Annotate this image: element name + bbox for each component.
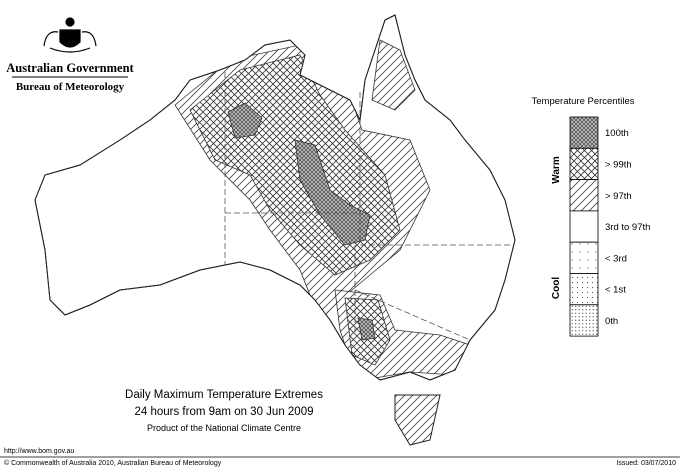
- legend-label: 3rd to 97th: [605, 222, 650, 233]
- footer-url: http://www.bom.gov.au: [4, 448, 74, 455]
- legend-swatch: [569, 273, 599, 306]
- caption-credit: Product of the National Climate Centre: [147, 423, 301, 433]
- coat-of-arms: [43, 17, 97, 53]
- legend-group: Warm: [551, 156, 562, 184]
- header-subtitle: Bureau of Meteorology: [16, 81, 125, 93]
- legend-swatch: [569, 241, 599, 274]
- caption-title: Daily Maximum Temperature Extremes: [125, 389, 323, 401]
- legend-label: > 99th: [605, 159, 632, 170]
- legend-swatch: [569, 147, 599, 181]
- header-title: Australian Government: [6, 61, 134, 75]
- legend-label: > 97th: [605, 191, 632, 202]
- legend-label: 100th: [605, 128, 629, 139]
- legend-swatch: [569, 116, 599, 149]
- footer-issued: Issued: 03/07/2010: [616, 460, 676, 467]
- legend-label: < 1st: [605, 285, 626, 296]
- footer-copyright: © Commonwealth of Australia 2010, Austra…: [4, 459, 222, 467]
- legend-swatch: [569, 179, 599, 212]
- map: [34, 14, 516, 446]
- legend-swatch: [569, 304, 599, 337]
- legend: 100th > 99th > 97th 3rd to 97th < 3rd < 1st 0t…: [569, 116, 650, 337]
- caption-subtitle: 24 hours from 9am on 30 Jun 2009: [134, 406, 313, 418]
- legend-swatch: [569, 210, 599, 243]
- legend-title: Temperature Percentiles: [532, 96, 635, 107]
- legend-group: Cool: [551, 277, 562, 299]
- legend-label: 0th: [605, 316, 618, 327]
- legend-label: < 3rd: [605, 253, 627, 264]
- tasmania: [394, 394, 441, 446]
